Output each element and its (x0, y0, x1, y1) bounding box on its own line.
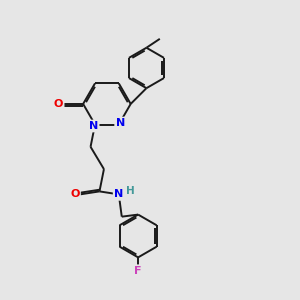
Text: H: H (126, 186, 134, 197)
Text: N: N (89, 121, 98, 131)
Text: O: O (70, 189, 80, 200)
Text: N: N (116, 118, 125, 128)
Text: N: N (114, 189, 123, 200)
Text: F: F (134, 266, 142, 276)
Text: O: O (54, 99, 63, 109)
